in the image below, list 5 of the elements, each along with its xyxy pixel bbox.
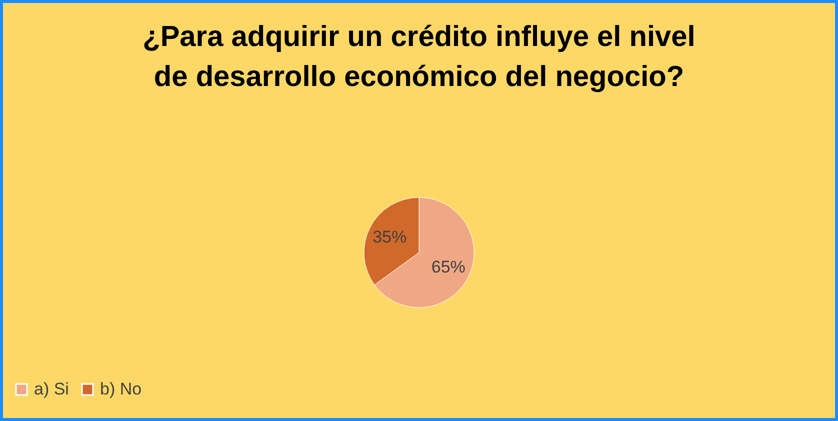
data-label: 65% <box>431 257 466 276</box>
chart-title: ¿Para adquirir un crédito influye el nivel de desarrollo económico del negocio? <box>142 21 696 93</box>
legend-label: b) No <box>100 380 142 399</box>
data-label: 35% <box>372 228 407 247</box>
legend-label: a) Si <box>34 380 69 399</box>
